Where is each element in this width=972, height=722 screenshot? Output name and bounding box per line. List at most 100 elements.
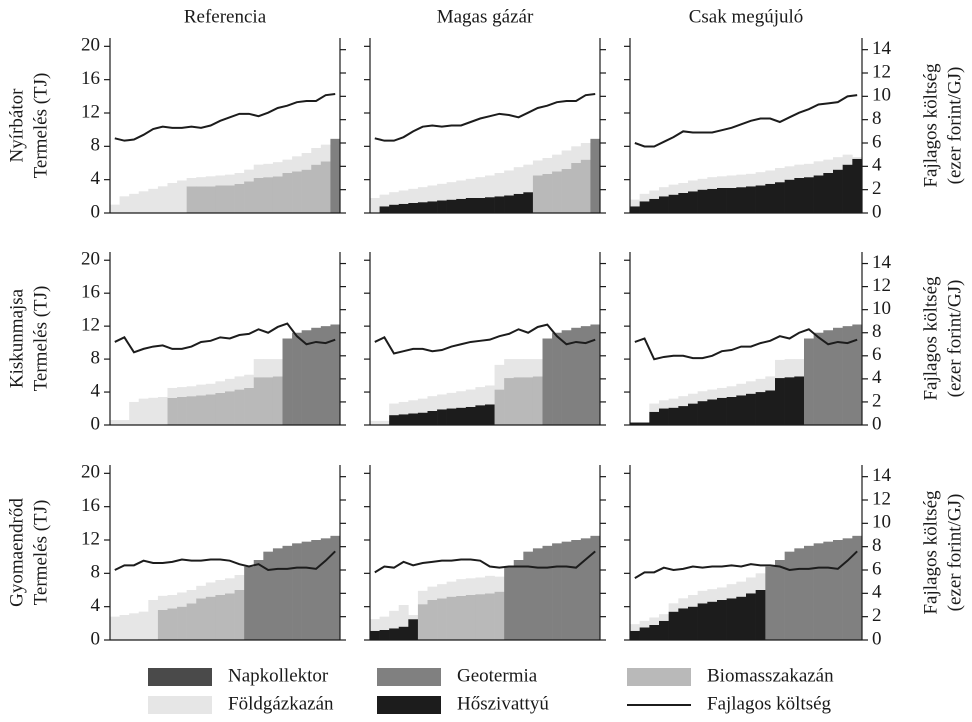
bar	[282, 338, 293, 425]
y-tick-label: 16	[81, 495, 100, 516]
bar-top	[398, 605, 409, 627]
bar	[398, 414, 409, 425]
y2-axis-label: Fajlagos költség	[920, 276, 941, 401]
y-tick-label: 4	[91, 168, 101, 189]
bar	[205, 394, 216, 425]
bar-top	[177, 387, 187, 397]
bar	[688, 403, 698, 425]
bar	[668, 407, 679, 425]
bar-top	[707, 589, 718, 602]
bar-top	[456, 180, 467, 199]
bar	[775, 378, 785, 425]
y-tick-label: 20	[81, 462, 100, 483]
bar	[456, 198, 467, 213]
bar	[311, 540, 322, 640]
bar-top	[726, 386, 737, 397]
bar	[717, 397, 727, 425]
bar-top	[408, 188, 419, 203]
cost-line	[634, 328, 858, 361]
legend-label: Földgázkazán	[228, 693, 334, 714]
bar	[110, 616, 120, 640]
bar-top	[417, 590, 428, 605]
bar-top	[292, 156, 302, 172]
bar	[225, 391, 235, 425]
legend-label: Napkollektor	[228, 665, 329, 686]
bar-top	[465, 178, 476, 198]
bar-top	[311, 148, 322, 165]
bar	[726, 396, 737, 425]
bar-top	[668, 398, 679, 408]
bar	[379, 206, 390, 213]
cost-line	[374, 323, 596, 355]
bar	[736, 596, 747, 640]
bar-top	[736, 581, 747, 597]
bar	[513, 193, 524, 213]
bar	[110, 420, 120, 425]
bar-top	[272, 162, 283, 177]
bar	[446, 596, 457, 640]
bar	[301, 169, 312, 213]
y2-tick-label: 2	[872, 605, 882, 626]
bar-top	[532, 160, 543, 176]
bar	[244, 181, 255, 213]
cost-line	[114, 93, 336, 142]
bar	[852, 535, 863, 640]
legend-swatch	[377, 696, 441, 714]
bar-top	[379, 616, 390, 630]
bar	[379, 630, 390, 640]
bar	[119, 420, 130, 425]
bar-top	[678, 396, 689, 407]
bar-top	[717, 176, 727, 188]
bar	[765, 390, 776, 425]
bar	[177, 180, 187, 213]
bar-top	[215, 381, 226, 393]
bar-top	[186, 178, 197, 187]
bar	[561, 330, 572, 425]
bar	[659, 408, 669, 425]
bar-top	[649, 190, 660, 199]
bar-top	[263, 359, 274, 378]
y2-tick-label: 14	[872, 252, 892, 273]
bar	[765, 566, 776, 640]
bar	[263, 177, 274, 213]
y-tick-label: 4	[91, 595, 101, 616]
bar	[215, 595, 226, 640]
bar	[311, 327, 322, 425]
y-tick-label: 8	[91, 135, 101, 156]
y2-tick-label: 2	[872, 178, 882, 199]
bar	[148, 397, 159, 425]
bar-top	[765, 376, 776, 391]
bar	[485, 197, 495, 213]
bar	[427, 201, 438, 213]
bar-top	[379, 194, 390, 207]
y2-tick-label: 0	[872, 413, 882, 434]
bar-top	[726, 584, 737, 599]
bar	[494, 389, 505, 425]
bar-top	[244, 169, 255, 182]
bar	[263, 377, 274, 425]
bar	[177, 396, 187, 425]
bar	[707, 399, 718, 425]
legend-label: Biomasszakazán	[707, 665, 834, 686]
bar-top	[784, 166, 795, 180]
bar-top	[755, 172, 766, 186]
bar-top	[580, 143, 591, 160]
bar-top	[784, 359, 795, 378]
bar-top	[571, 146, 582, 163]
bar	[697, 401, 708, 425]
bar-top	[659, 614, 669, 621]
bar	[437, 200, 447, 213]
bar	[659, 620, 669, 640]
bar	[833, 169, 843, 213]
row-label: Kiskunmajsa	[6, 288, 27, 388]
y2-tick-label: 8	[872, 321, 882, 342]
bar	[196, 598, 207, 640]
y2-tick-label: 4	[872, 582, 882, 603]
bar	[804, 545, 814, 640]
bar	[736, 187, 747, 213]
bar-top	[842, 154, 853, 165]
bar-top	[389, 610, 400, 629]
bar	[580, 538, 591, 640]
bar-top	[186, 590, 197, 604]
bar-top	[823, 159, 834, 173]
